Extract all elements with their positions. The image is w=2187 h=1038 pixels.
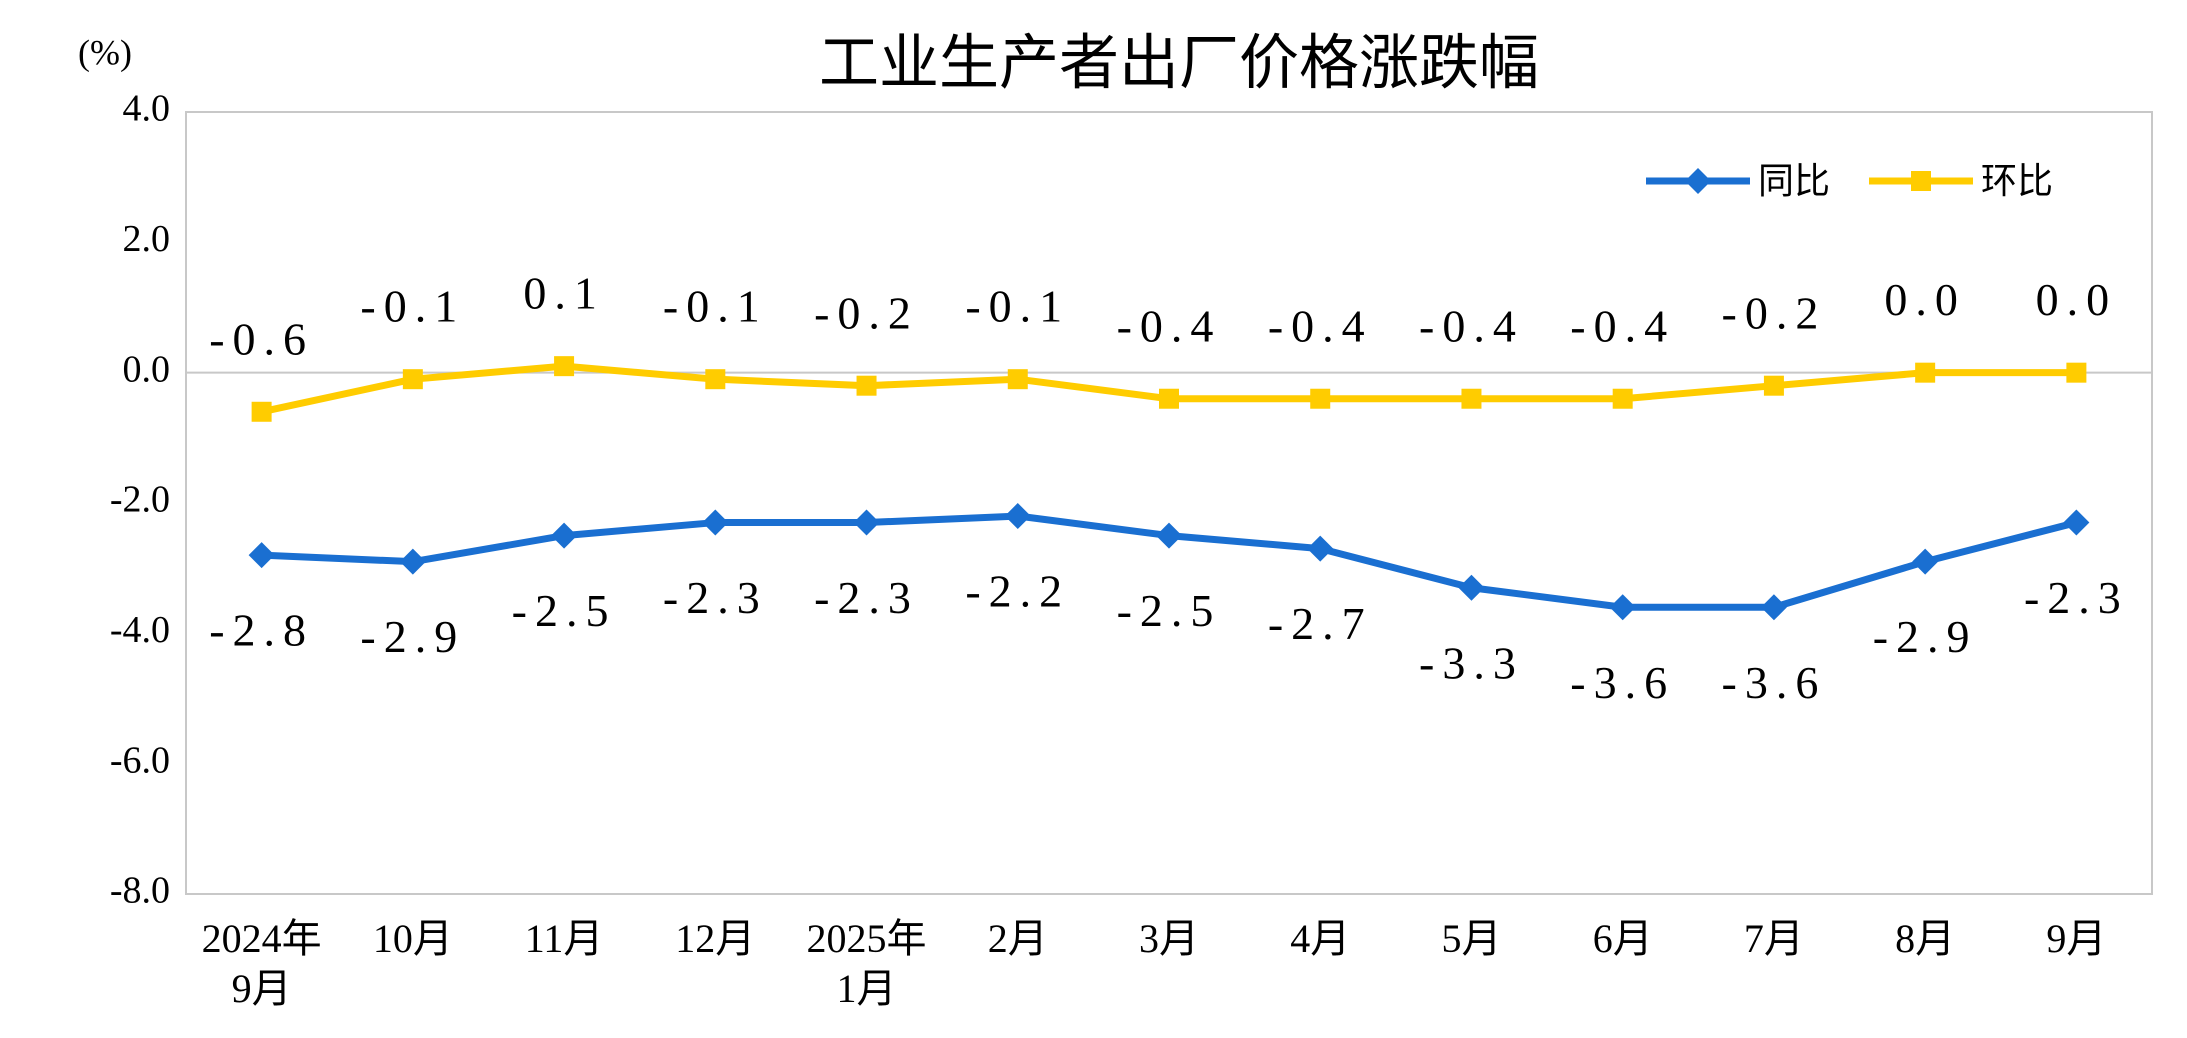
point xyxy=(2066,362,2087,383)
point xyxy=(551,522,578,549)
value-label: -0.1 xyxy=(360,281,465,332)
point xyxy=(702,509,729,536)
x-tick-label: 2月 xyxy=(987,916,1048,961)
x-tick-label: 6月 xyxy=(1592,916,1653,961)
point xyxy=(554,356,575,377)
point xyxy=(399,548,426,575)
value-label: -0.4 xyxy=(1419,300,1524,351)
chart-title: 工业生产者出厂价格涨跌幅 xyxy=(819,29,1539,99)
legend-label: 同比 xyxy=(1758,161,1830,202)
point xyxy=(1912,548,1939,575)
point xyxy=(1763,375,1784,396)
value-label: -2.3 xyxy=(814,572,919,623)
value-label: -2.3 xyxy=(2024,572,2129,623)
point xyxy=(1461,388,1482,409)
y-tick-label: 4.0 xyxy=(123,88,171,130)
value-label: -2.9 xyxy=(360,611,465,662)
point xyxy=(1915,362,1936,383)
point xyxy=(1007,369,1028,390)
y-tick-label: 0.0 xyxy=(123,348,171,390)
x-tick-label: 8月 xyxy=(1895,916,1956,961)
point xyxy=(853,509,880,536)
value-label: 0.0 xyxy=(2036,274,2118,325)
value-label: -0.6 xyxy=(209,313,314,364)
point xyxy=(1609,594,1636,621)
y-tick-label: -6.0 xyxy=(110,739,170,781)
legend-marker xyxy=(1911,171,1931,191)
value-label: -3.6 xyxy=(1570,657,1675,708)
plot-area xyxy=(185,111,2153,895)
x-tick-label: 10月 xyxy=(372,916,453,961)
x-tick-label: 3月 xyxy=(1139,916,1199,961)
value-label: -0.1 xyxy=(663,281,768,332)
point xyxy=(1004,503,1031,530)
value-label: -0.4 xyxy=(1117,300,1222,351)
point xyxy=(251,401,272,422)
x-tick-label: 2024年 9月 xyxy=(201,916,322,1011)
point xyxy=(1612,388,1633,409)
point xyxy=(1307,535,1334,562)
point xyxy=(856,375,877,396)
value-label: 0.0 xyxy=(1884,274,1966,325)
legend-marker xyxy=(1685,168,1711,194)
point xyxy=(1156,522,1182,549)
value-label: -2.5 xyxy=(1117,585,1222,636)
y-tick-label: 2.0 xyxy=(123,218,171,260)
value-label: -2.8 xyxy=(209,605,314,656)
value-label: -0.2 xyxy=(814,287,919,338)
y-unit: (%) xyxy=(78,32,132,72)
point xyxy=(2063,509,2090,536)
y-tick-label: -2.0 xyxy=(110,479,170,521)
point xyxy=(1760,594,1787,621)
value-label: -2.5 xyxy=(512,585,617,636)
point xyxy=(1310,388,1331,409)
value-label: -0.4 xyxy=(1570,300,1675,351)
value-label: -2.2 xyxy=(965,566,1070,617)
x-tick-label: 11月 xyxy=(524,916,604,961)
value-label: -2.7 xyxy=(1268,598,1373,649)
x-tick-label: 2025年 1月 xyxy=(806,916,927,1011)
y-tick-label: -4.0 xyxy=(110,609,170,651)
value-label: -0.4 xyxy=(1268,300,1373,351)
value-label: -2.9 xyxy=(1873,611,1978,662)
point xyxy=(1159,388,1179,409)
x-tick-label: 4月 xyxy=(1290,916,1351,961)
point xyxy=(705,369,726,390)
x-tick-label: 5月 xyxy=(1441,916,1502,961)
value-label: -3.6 xyxy=(1722,657,1827,708)
value-label: -2.3 xyxy=(663,572,768,623)
x-tick-label: 7月 xyxy=(1743,916,1804,961)
point xyxy=(248,542,275,569)
value-label: 0.1 xyxy=(523,268,605,319)
y-tick-label: -8.0 xyxy=(110,870,170,912)
point xyxy=(1458,574,1485,601)
point xyxy=(402,369,423,390)
x-tick-label: 12月 xyxy=(675,916,756,961)
legend-label: 环比 xyxy=(1981,161,2053,202)
value-label: -0.1 xyxy=(965,281,1070,332)
value-label: -0.2 xyxy=(1722,287,1827,338)
x-tick-label: 9月 xyxy=(2046,916,2107,961)
value-label: -3.3 xyxy=(1419,637,1524,688)
